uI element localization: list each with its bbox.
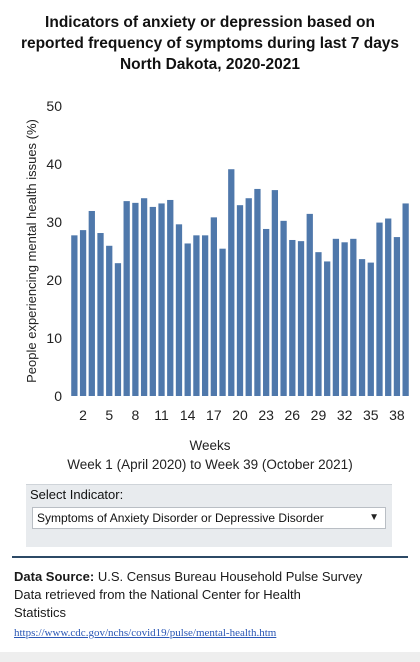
data-source-line-2: Data retrieved from the National Center … <box>14 587 301 602</box>
bar-week-34[interactable] <box>358 259 366 396</box>
bar-week-29[interactable] <box>315 252 322 396</box>
chart-title-line-1: Indicators of anxiety or depression base… <box>45 14 375 31</box>
bar-week-20[interactable] <box>236 205 244 396</box>
bar-week-8[interactable] <box>132 202 139 396</box>
x-tick-label: 32 <box>337 407 353 423</box>
x-tick-label: 2 <box>79 407 87 423</box>
y-tick-label: 50 <box>46 98 62 114</box>
x-tick-label: 14 <box>180 407 196 423</box>
bar-week-33[interactable] <box>350 238 357 396</box>
bar-week-24[interactable] <box>271 190 279 396</box>
bar-week-10[interactable] <box>149 206 156 396</box>
y-axis-title: People experiencing mental health issues… <box>24 119 39 383</box>
bar-week-23[interactable] <box>263 228 270 396</box>
y-tick-label: 20 <box>46 272 62 288</box>
y-tick-label: 30 <box>46 214 62 230</box>
bar-week-9[interactable] <box>140 198 148 396</box>
bar-week-38[interactable] <box>393 237 401 396</box>
bar-week-26[interactable] <box>289 239 296 396</box>
x-tick-label: 35 <box>363 407 379 423</box>
bar-week-12[interactable] <box>167 199 174 396</box>
chart-title-line-3: North Dakota, 2020-2021 <box>119 56 301 73</box>
bar-week-13[interactable] <box>175 224 183 396</box>
x-tick-label: 26 <box>285 407 301 423</box>
y-tick-label: 0 <box>54 388 62 404</box>
bar-week-32[interactable] <box>341 242 348 396</box>
dropdown-caret-icon: ▼ <box>369 512 379 523</box>
bar-week-31[interactable] <box>332 238 340 396</box>
data-source-link[interactable]: https://www.cdc.gov/nchs/covid19/pulse/m… <box>14 627 277 639</box>
bar-week-19[interactable] <box>228 169 235 396</box>
data-source-text: U.S. Census Bureau Household Pulse Surve… <box>97 569 363 584</box>
x-tick-label: 11 <box>154 407 169 423</box>
bar-week-15[interactable] <box>193 235 200 396</box>
y-tick-label: 40 <box>46 156 62 172</box>
bar-week-6[interactable] <box>114 263 122 396</box>
chart-title: Indicators of anxiety or depression base… <box>0 12 420 75</box>
data-source: Data Source: U.S. Census Bureau Househol… <box>14 568 410 642</box>
x-axis-labels: Weeks Week 1 (April 2020) to Week 39 (Oc… <box>0 436 420 474</box>
bar-week-16[interactable] <box>201 235 209 396</box>
bar-week-17[interactable] <box>210 217 217 396</box>
indicator-selected-value: Symptoms of Anxiety Disorder or Depressi… <box>37 511 324 525</box>
chart-title-line-2: reported frequency of symptoms during la… <box>20 35 400 52</box>
bar-week-22[interactable] <box>254 188 261 396</box>
bar-week-1[interactable] <box>71 235 78 396</box>
x-tick-label: 23 <box>258 407 274 423</box>
bar-week-37[interactable] <box>385 218 392 396</box>
bar-week-5[interactable] <box>106 245 113 396</box>
bar-week-3[interactable] <box>88 210 95 396</box>
bar-week-30[interactable] <box>324 261 331 396</box>
data-source-line-3: Statistics <box>14 605 67 620</box>
bar-week-11[interactable] <box>158 203 165 396</box>
x-tick-label: 20 <box>232 407 248 423</box>
y-axis-ticks: 0 10 20 30 40 50 <box>46 98 62 404</box>
y-tick-label: 10 <box>46 330 62 346</box>
indicator-dropdown[interactable]: Symptoms of Anxiety Disorder or Depressi… <box>32 507 386 529</box>
x-tick-label: 29 <box>311 407 327 423</box>
x-tick-label: 38 <box>389 407 405 423</box>
bottom-strip <box>0 652 420 662</box>
bar-week-2[interactable] <box>79 230 87 396</box>
x-axis-ticks: 2 5 8 11 14 17 20 23 26 29 32 35 38 <box>79 407 405 423</box>
bar-week-39[interactable] <box>402 203 409 396</box>
bar-week-36[interactable] <box>376 222 383 396</box>
data-source-label: Data Source: <box>14 569 95 584</box>
bar-week-21[interactable] <box>245 198 252 396</box>
bar-week-28[interactable] <box>306 213 313 396</box>
bar-week-4[interactable] <box>97 233 104 396</box>
x-tick-label: 17 <box>206 407 222 423</box>
bars <box>71 169 409 396</box>
bar-week-18[interactable] <box>219 248 226 396</box>
bar-week-25[interactable] <box>280 220 287 396</box>
x-tick-label: 5 <box>105 407 113 423</box>
bar-week-35[interactable] <box>367 262 374 396</box>
section-divider <box>12 556 408 558</box>
bar-chart: 0 10 20 30 40 50 People experiencing mental h… <box>24 98 409 423</box>
x-tick-label: 8 <box>131 407 139 423</box>
x-axis-subtitle: Week 1 (April 2020) to Week 39 (October … <box>67 457 353 472</box>
bar-week-27[interactable] <box>297 241 305 396</box>
bar-week-14[interactable] <box>184 243 191 396</box>
indicator-panel: Select Indicator: Symptoms of Anxiety Di… <box>26 484 392 547</box>
bar-week-7[interactable] <box>123 201 130 396</box>
x-axis-title: Weeks <box>189 438 231 453</box>
indicator-label: Select Indicator: <box>30 487 124 502</box>
